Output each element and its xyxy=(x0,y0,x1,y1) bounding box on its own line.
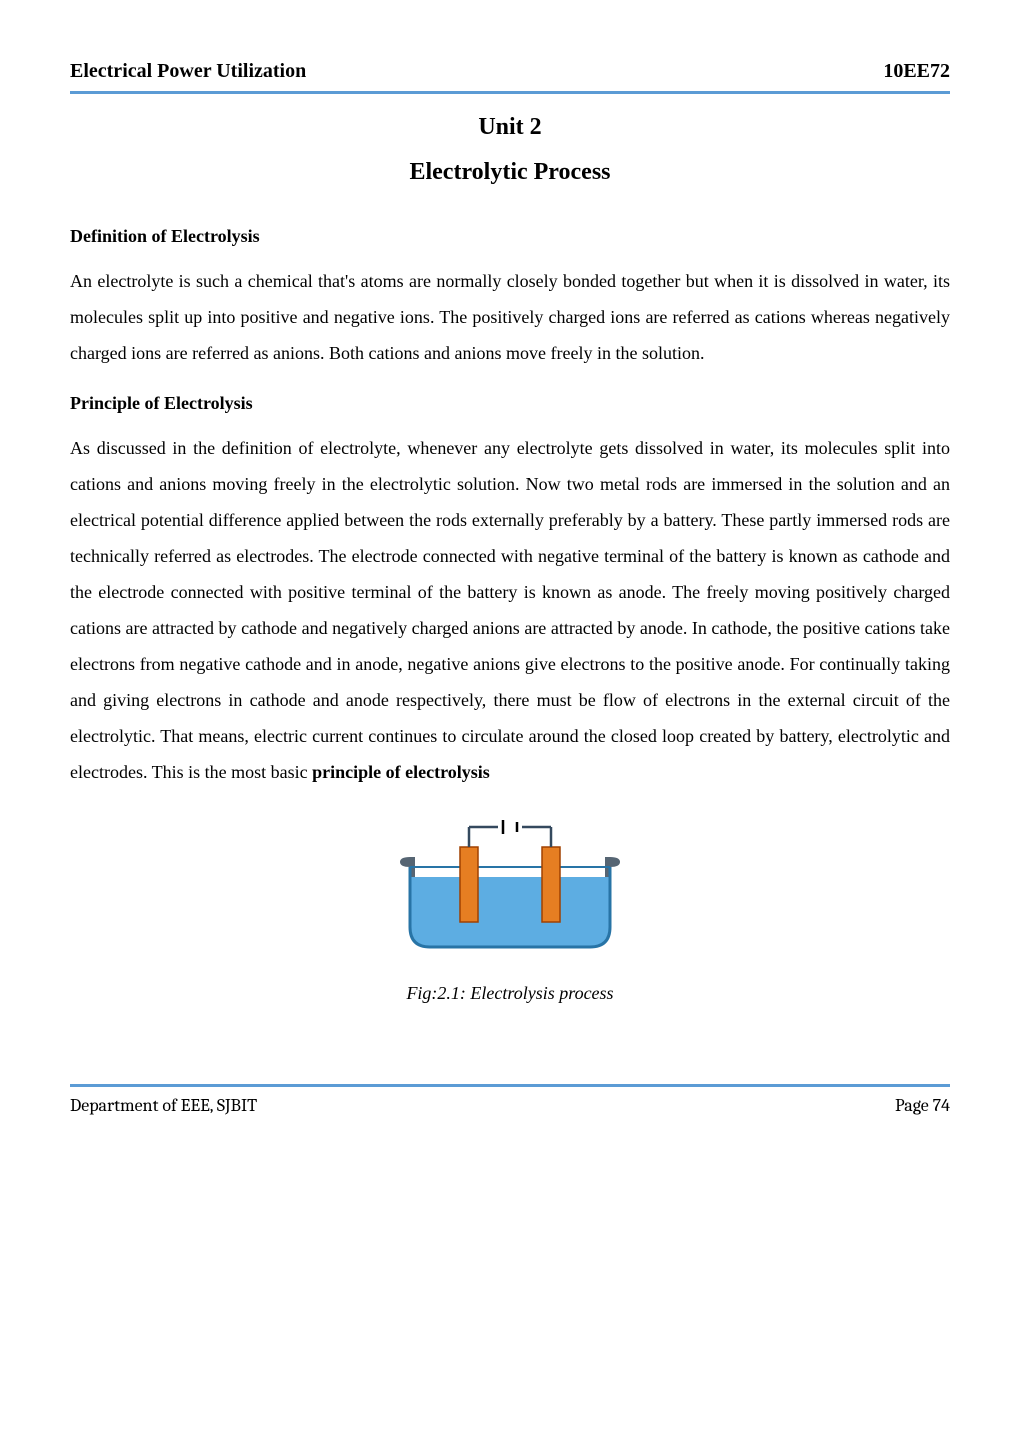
principle-text-part1: As discussed in the definition of electr… xyxy=(70,438,950,494)
footer-right: Page 74 xyxy=(895,1095,950,1116)
paragraph-principle: As discussed in the definition of electr… xyxy=(70,430,950,790)
principle-text-part2: the rods externally preferably by a batt… xyxy=(70,510,950,782)
principle-bold-text: principle of electrolysis xyxy=(312,762,490,782)
electrolysis-diagram-icon xyxy=(370,812,650,962)
paragraph-definition: An electrolyte is such a chemical that's… xyxy=(70,263,950,371)
footer-left: Department of EEE, SJBIT xyxy=(70,1095,257,1116)
header-title-right: 10EE72 xyxy=(883,60,950,83)
section-heading-definition: Definition of Electrolysis xyxy=(70,226,950,247)
figure-caption: Fig:2.1: Electrolysis process xyxy=(70,983,950,1004)
header-title-left: Electrical Power Utilization xyxy=(70,60,306,83)
main-title: Electrolytic Process xyxy=(70,159,950,186)
figure-container xyxy=(70,812,950,967)
unit-title: Unit 2 xyxy=(70,114,950,141)
section-heading-principle: Principle of Electrolysis xyxy=(70,393,950,414)
page-header: Electrical Power Utilization 10EE72 xyxy=(70,60,950,94)
page-footer: Department of EEE, SJBIT Page 74 xyxy=(70,1084,950,1116)
